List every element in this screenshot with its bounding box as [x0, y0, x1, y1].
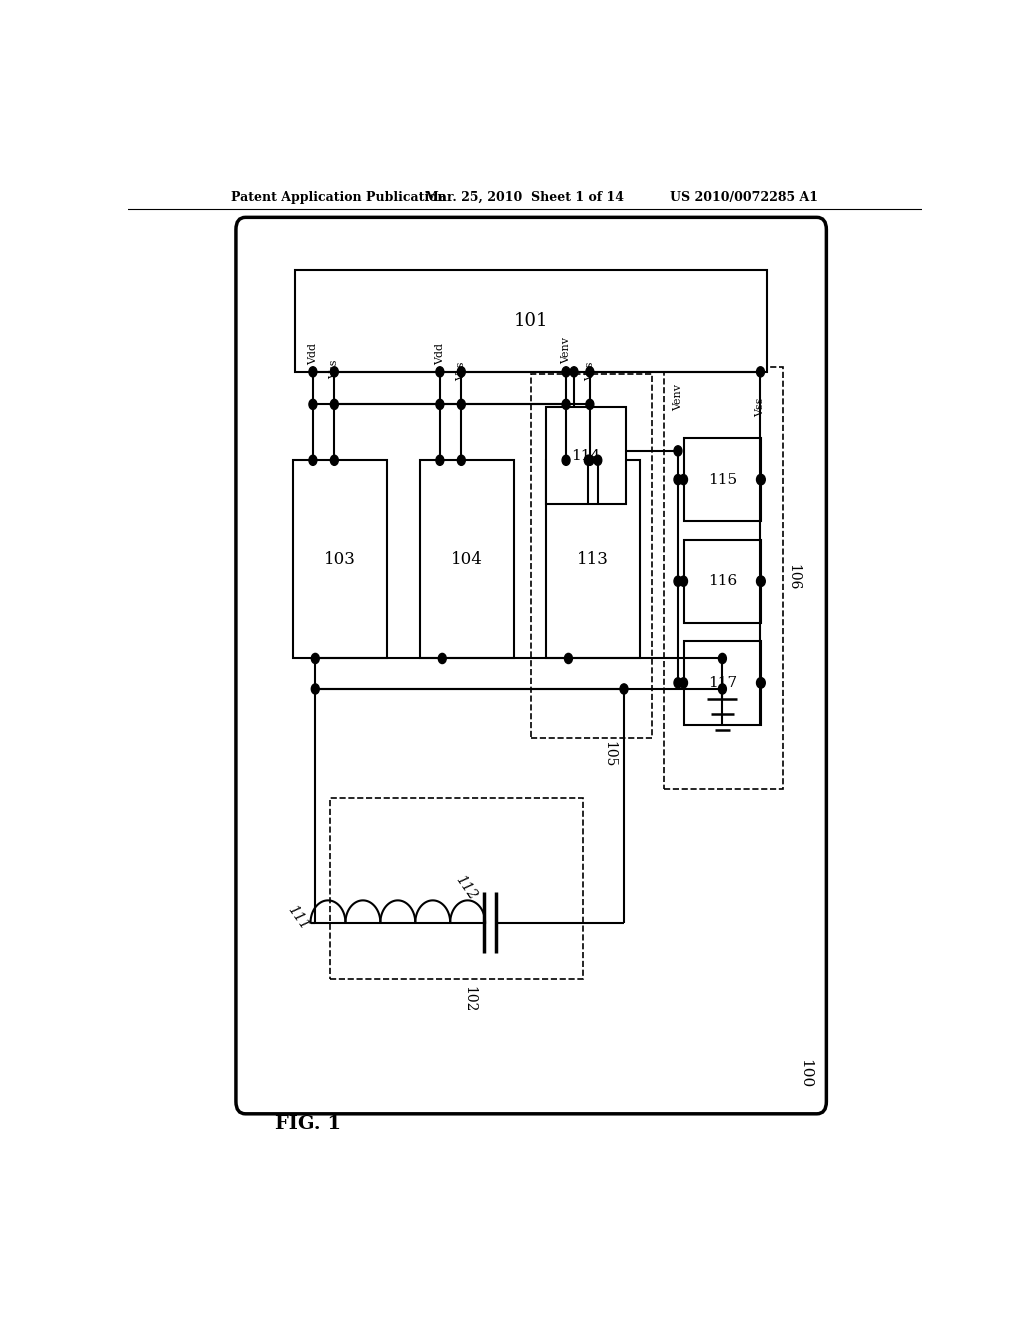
Text: Vss: Vss [756, 397, 766, 417]
Text: Vss: Vss [330, 359, 339, 379]
Text: 116: 116 [708, 574, 737, 589]
Circle shape [674, 576, 682, 586]
Bar [295, 271, 767, 372]
Circle shape [564, 653, 572, 664]
Text: Venv: Venv [673, 384, 683, 411]
Circle shape [331, 399, 338, 409]
Circle shape [458, 455, 465, 466]
Circle shape [562, 455, 570, 466]
Circle shape [757, 576, 765, 586]
Text: 101: 101 [513, 312, 548, 330]
Bar [546, 461, 640, 659]
Circle shape [458, 399, 465, 409]
Circle shape [594, 455, 602, 466]
Circle shape [436, 455, 443, 466]
Text: 112: 112 [453, 873, 479, 902]
Circle shape [586, 455, 594, 466]
Circle shape [309, 367, 316, 378]
Circle shape [757, 367, 765, 378]
Circle shape [758, 474, 765, 484]
Text: 115: 115 [708, 473, 737, 487]
Circle shape [331, 367, 338, 378]
Circle shape [436, 367, 443, 378]
Text: 114: 114 [571, 449, 600, 463]
Circle shape [674, 474, 682, 484]
Circle shape [331, 455, 338, 466]
Text: 117: 117 [708, 676, 737, 690]
Circle shape [562, 399, 570, 409]
Circle shape [311, 684, 319, 694]
Circle shape [621, 684, 628, 694]
Bar [531, 374, 651, 738]
Bar [293, 461, 387, 659]
Circle shape [309, 399, 316, 409]
Text: 100: 100 [798, 1059, 812, 1088]
Text: 113: 113 [578, 550, 609, 568]
Bar [684, 438, 761, 521]
Text: FIG. 1: FIG. 1 [274, 1115, 341, 1133]
Circle shape [586, 367, 594, 378]
Text: 105: 105 [602, 741, 616, 767]
Circle shape [719, 653, 726, 664]
Circle shape [309, 455, 316, 466]
Text: 102: 102 [462, 986, 476, 1012]
Text: Vss: Vss [585, 362, 595, 380]
Bar [331, 797, 583, 978]
Bar [684, 540, 761, 623]
FancyBboxPatch shape [236, 218, 826, 1114]
Bar [664, 367, 782, 788]
Text: Vdd: Vdd [308, 343, 317, 364]
Bar [546, 408, 626, 504]
Circle shape [585, 455, 592, 466]
Circle shape [458, 367, 465, 378]
Circle shape [570, 367, 578, 378]
Text: Vss: Vss [457, 362, 466, 380]
Circle shape [674, 446, 682, 455]
Circle shape [680, 474, 687, 484]
Circle shape [680, 677, 687, 688]
Circle shape [758, 677, 765, 688]
Circle shape [674, 677, 682, 688]
Circle shape [758, 576, 765, 586]
Circle shape [436, 399, 443, 409]
Circle shape [562, 367, 570, 378]
Text: 104: 104 [451, 550, 482, 568]
Text: 106: 106 [786, 565, 800, 591]
Bar [684, 642, 761, 725]
Text: US 2010/0072285 A1: US 2010/0072285 A1 [671, 190, 818, 203]
Circle shape [757, 474, 765, 484]
Bar [420, 461, 514, 659]
Text: Mar. 25, 2010  Sheet 1 of 14: Mar. 25, 2010 Sheet 1 of 14 [425, 190, 625, 203]
Circle shape [311, 653, 319, 664]
Circle shape [719, 684, 726, 694]
Text: Venv: Venv [561, 337, 571, 364]
Circle shape [757, 677, 765, 688]
Text: Patent Application Publication: Patent Application Publication [231, 190, 446, 203]
Circle shape [680, 576, 687, 586]
Text: 111: 111 [285, 903, 311, 932]
Text: 103: 103 [324, 550, 355, 568]
Circle shape [586, 399, 594, 409]
Text: Vdd: Vdd [435, 343, 444, 364]
Circle shape [438, 653, 446, 664]
